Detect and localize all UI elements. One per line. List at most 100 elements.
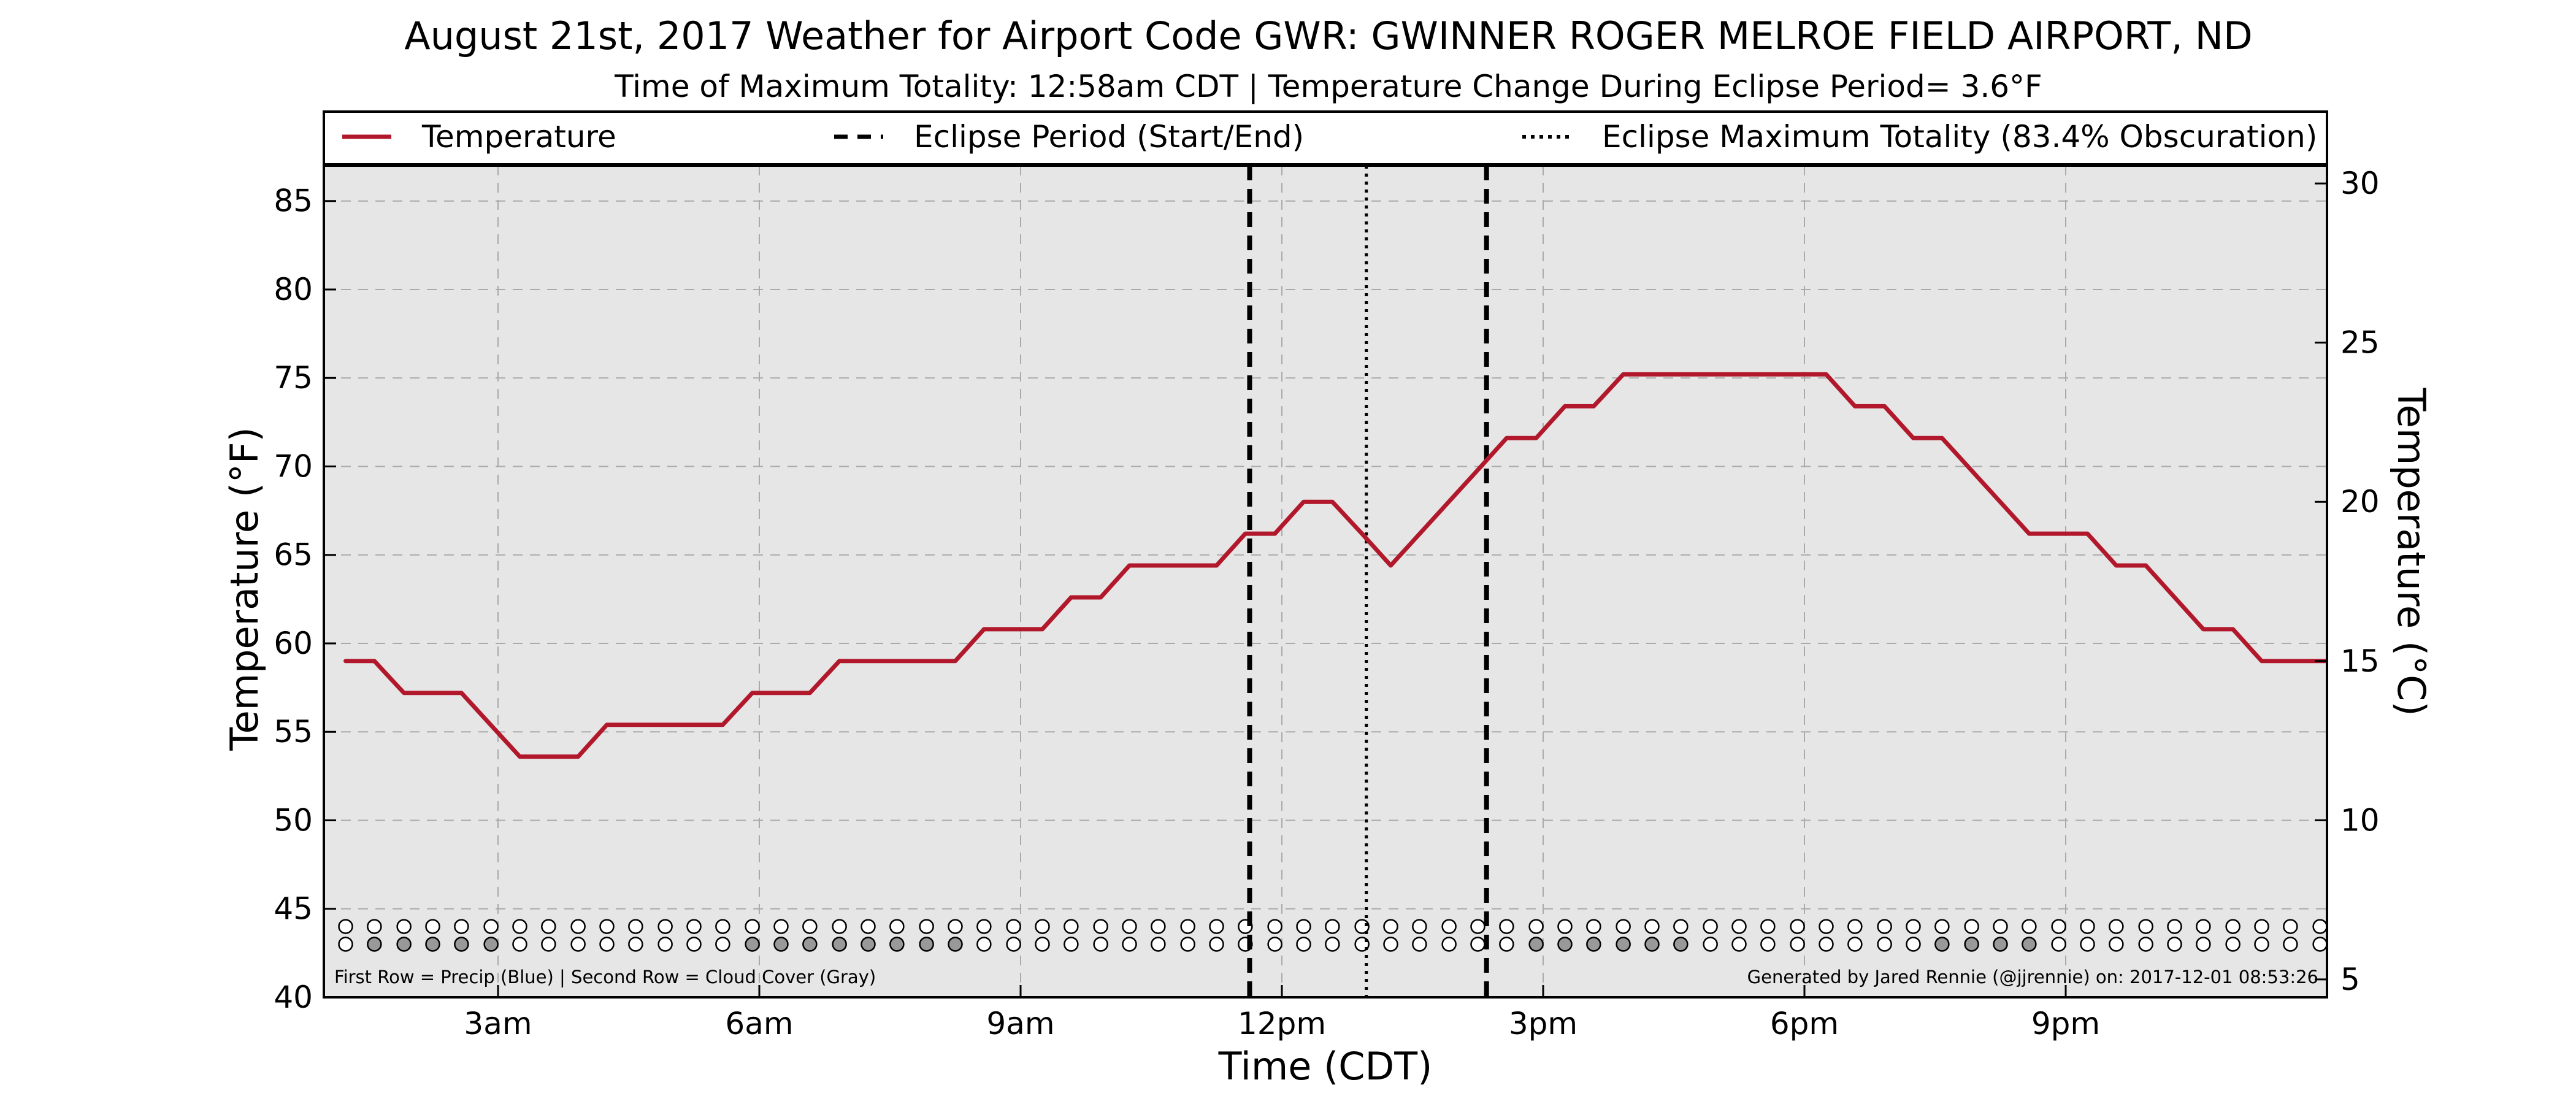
precip-marker bbox=[1267, 919, 1282, 934]
precip-marker bbox=[1528, 919, 1544, 934]
cloud-marker bbox=[367, 937, 382, 952]
y2-tick-label: 30 bbox=[2340, 166, 2380, 201]
precip-marker bbox=[1209, 919, 1224, 934]
precip-marker bbox=[1993, 919, 2008, 934]
x-tick-label: 6pm bbox=[1770, 1006, 1839, 1041]
x-tick-label: 12pm bbox=[1238, 1006, 1326, 1041]
cloud-marker bbox=[745, 937, 760, 952]
legend-label-eclipse-period: Eclipse Period (Start/End) bbox=[914, 119, 1304, 155]
y-tick-label: 60 bbox=[274, 626, 313, 661]
precip-marker bbox=[1703, 919, 1718, 934]
precip-marker bbox=[367, 919, 382, 934]
grid bbox=[324, 166, 2327, 998]
precip-marker bbox=[599, 919, 615, 934]
chart-title: August 21st, 2017 Weather for Airport Co… bbox=[404, 13, 2253, 58]
cloud-marker bbox=[1180, 937, 1195, 952]
y-tick-label: 70 bbox=[274, 448, 313, 484]
cloud-marker bbox=[1151, 937, 1166, 952]
cloud-marker bbox=[919, 937, 934, 952]
precip-marker bbox=[1616, 919, 1631, 934]
precip-marker bbox=[948, 919, 963, 934]
precip-marker bbox=[1441, 919, 1457, 934]
plot-frame bbox=[323, 164, 2328, 999]
chart-subtitle: Time of Maximum Totality: 12:58am CDT | … bbox=[614, 69, 2042, 104]
y2-tick-label: 20 bbox=[2340, 484, 2380, 519]
cloud-marker bbox=[715, 937, 730, 952]
precip-marker bbox=[454, 919, 469, 934]
cloud-marker bbox=[948, 937, 963, 952]
cloud-marker bbox=[1847, 937, 1863, 952]
cloud-marker bbox=[1209, 937, 1224, 952]
cloud-marker bbox=[1441, 937, 1457, 952]
cloud-marker bbox=[483, 937, 499, 952]
cloud-marker bbox=[1877, 937, 1892, 952]
precip-marker bbox=[2225, 919, 2241, 934]
precip-marker bbox=[2080, 919, 2095, 934]
y-axis-label: Temperature (°F) bbox=[222, 427, 267, 751]
y2-axis-label: Temperature (°C) bbox=[2389, 387, 2434, 716]
precip-marker bbox=[2022, 919, 2037, 934]
precip-marker bbox=[1673, 919, 1689, 934]
cloud-marker bbox=[1790, 937, 1805, 952]
precip-marker bbox=[1064, 919, 1079, 934]
precip-marker bbox=[1151, 919, 1166, 934]
weather-markers bbox=[338, 919, 2328, 952]
y-tick-label: 80 bbox=[274, 272, 313, 307]
y-tick-label: 65 bbox=[274, 537, 313, 573]
cloud-marker bbox=[1296, 937, 1311, 952]
cloud-marker bbox=[2138, 937, 2153, 952]
precip-marker bbox=[1093, 919, 1108, 934]
legend-label-max-totality: Eclipse Maximum Totality (83.4% Obscurat… bbox=[1602, 119, 2317, 155]
precip-marker bbox=[2283, 919, 2298, 934]
precip-marker bbox=[889, 919, 905, 934]
precip-marker bbox=[1412, 919, 1427, 934]
cloud-marker bbox=[2051, 937, 2066, 952]
precip-marker bbox=[541, 919, 556, 934]
precip-marker bbox=[2138, 919, 2153, 934]
precip-marker bbox=[919, 919, 934, 934]
cloud-marker bbox=[832, 937, 847, 952]
cloud-marker bbox=[1064, 937, 1079, 952]
cloud-marker bbox=[1760, 937, 1776, 952]
x-tick-label: 6am bbox=[725, 1006, 793, 1041]
cloud-marker bbox=[1964, 937, 1979, 952]
y2-tick-label: 25 bbox=[2340, 325, 2380, 361]
cloud-marker bbox=[599, 937, 615, 952]
precip-marker bbox=[425, 919, 440, 934]
cloud-marker bbox=[773, 937, 789, 952]
cloud-marker bbox=[1557, 937, 1573, 952]
cloud-marker bbox=[570, 937, 586, 952]
cloud-marker bbox=[2109, 937, 2124, 952]
precip-marker bbox=[1964, 919, 1979, 934]
precip-marker bbox=[2051, 919, 2066, 934]
precip-marker bbox=[1731, 919, 1747, 934]
plot-area bbox=[324, 166, 2327, 997]
precip-marker bbox=[1819, 919, 1834, 934]
cloud-marker bbox=[1412, 937, 1427, 952]
cloud-marker bbox=[1006, 937, 1021, 952]
y-tick-label: 75 bbox=[274, 360, 313, 396]
cloud-marker bbox=[512, 937, 527, 952]
precip-marker bbox=[832, 919, 847, 934]
precip-marker bbox=[1847, 919, 1863, 934]
precip-marker bbox=[686, 919, 702, 934]
y2-tick-label: 10 bbox=[2340, 802, 2380, 838]
legend-box bbox=[323, 110, 2328, 166]
note-left: First Row = Precip (Blue) | Second Row =… bbox=[334, 967, 876, 987]
precip-marker bbox=[657, 919, 673, 934]
y2-tick-label: 15 bbox=[2340, 643, 2380, 679]
cloud-marker bbox=[1470, 937, 1485, 952]
x-axis-label: Time (CDT) bbox=[1218, 1044, 1433, 1089]
precip-marker bbox=[2167, 919, 2182, 934]
cloud-marker bbox=[541, 937, 556, 952]
cloud-marker bbox=[861, 937, 876, 952]
x-tick-label: 3am bbox=[464, 1006, 532, 1041]
precip-marker bbox=[1383, 919, 1398, 934]
precip-marker bbox=[773, 919, 789, 934]
cloud-marker bbox=[657, 937, 673, 952]
precip-marker bbox=[1557, 919, 1573, 934]
cloud-marker bbox=[802, 937, 818, 952]
cloud-marker bbox=[396, 937, 412, 952]
precip-marker bbox=[1906, 919, 1921, 934]
